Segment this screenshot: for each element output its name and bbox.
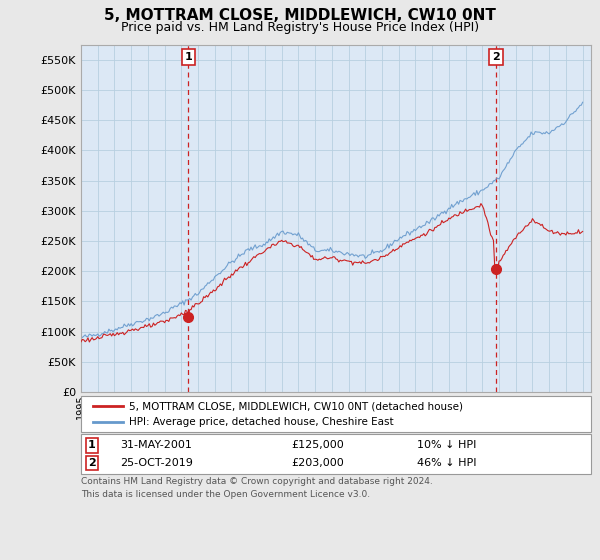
Text: 2: 2 <box>492 52 500 62</box>
Text: 25-OCT-2019: 25-OCT-2019 <box>120 458 193 468</box>
Text: £125,000: £125,000 <box>291 440 344 450</box>
Text: 1: 1 <box>88 440 95 450</box>
Text: Price paid vs. HM Land Registry's House Price Index (HPI): Price paid vs. HM Land Registry's House … <box>121 21 479 34</box>
Text: 5, MOTTRAM CLOSE, MIDDLEWICH, CW10 0NT: 5, MOTTRAM CLOSE, MIDDLEWICH, CW10 0NT <box>104 8 496 24</box>
Text: 31-MAY-2001: 31-MAY-2001 <box>120 440 192 450</box>
Text: 1: 1 <box>184 52 192 62</box>
Text: £203,000: £203,000 <box>291 458 344 468</box>
Text: 46% ↓ HPI: 46% ↓ HPI <box>417 458 476 468</box>
Text: 5, MOTTRAM CLOSE, MIDDLEWICH, CW10 0NT (detached house): 5, MOTTRAM CLOSE, MIDDLEWICH, CW10 0NT (… <box>129 401 463 411</box>
Text: Contains HM Land Registry data © Crown copyright and database right 2024.
This d: Contains HM Land Registry data © Crown c… <box>81 477 433 498</box>
Text: HPI: Average price, detached house, Cheshire East: HPI: Average price, detached house, Ches… <box>129 417 394 427</box>
Text: 2: 2 <box>88 458 95 468</box>
Text: 10% ↓ HPI: 10% ↓ HPI <box>417 440 476 450</box>
